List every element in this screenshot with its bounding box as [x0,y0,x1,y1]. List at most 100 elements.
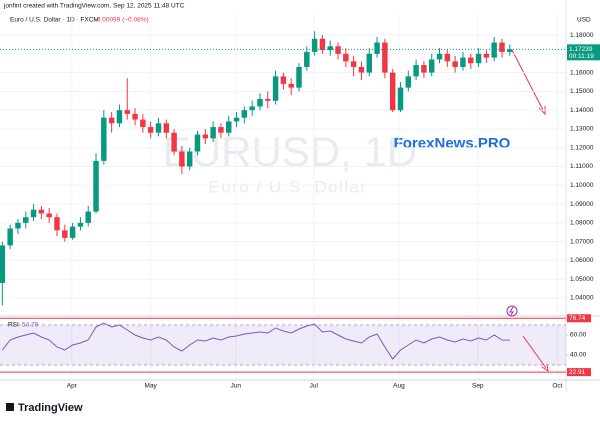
x-tick-label: Aug [393,383,405,390]
brand: ForexNews.PRO [394,135,511,152]
candle-body [358,66,365,73]
indicator-name: RSI [8,322,19,329]
y-tick-label: 1.11000 [570,163,593,170]
y-tick-label: 1.13000 [570,126,594,133]
candle-body [23,217,29,223]
indicator-value: 54.76 [22,322,39,329]
candle-body [460,57,466,67]
candle-body [428,59,435,73]
forecast-arrow [511,49,544,111]
candle-body [374,42,380,54]
credit: jonfint created with TradingView.com, Se… [3,3,185,10]
watermark-symbol: EURUSD, 1D [163,128,417,175]
candle-body [226,121,232,133]
candle-body [288,83,294,88]
candle-body [218,127,224,133]
candle-body [491,42,497,58]
candle-body [343,53,349,62]
y-tick-label: 1.12000 [570,144,594,151]
symbol-info: Euro / U.S. Dollar · 1D · FXCM [10,17,99,24]
candle-body [202,134,209,139]
watermark-name: Euro / U.S. Dollar [208,177,367,196]
candle-body [69,226,76,238]
candle-body [93,160,99,212]
currency-label: USD [577,17,591,24]
candle-body [304,51,310,67]
candle-body [265,98,271,101]
candle-body [468,57,474,64]
event-icon-bolt [509,306,514,316]
arrow-head [541,363,549,373]
candle-body [452,61,458,67]
candle-body [296,66,302,88]
y-tick-label: 40.00 [570,352,587,359]
candle-body [38,209,45,214]
y-tick-label: 1.18000 [570,32,594,39]
candle-body [421,65,427,73]
level-label: 76.74 [569,315,586,322]
candle-body [0,245,6,283]
candle-body [507,49,513,52]
candle-body [155,123,162,133]
candle-body [85,211,91,223]
last-price-box [567,44,600,61]
candle-body [444,53,451,62]
candle-body [483,53,490,58]
candle-body [233,117,240,122]
candle-body [171,132,177,152]
candle-body [311,38,318,52]
y-tick-label: 1.15000 [570,88,594,95]
candle-body [413,65,419,77]
y-tick-label: 1.07000 [570,238,594,245]
candle-body [62,230,68,238]
candle-body [319,38,326,51]
y-tick-label: 1.06000 [570,257,594,264]
candle-body [101,117,107,161]
candle-body [436,53,443,60]
event-icon[interactable] [506,305,518,317]
candle-body [280,76,287,84]
rsi-band [0,325,566,365]
candle-body [249,106,255,111]
candle-body [241,110,248,118]
candle-body [389,72,396,111]
level-box [567,368,591,377]
y-tick-label: 1.16000 [570,69,594,76]
candle-body [7,228,13,246]
candle-body [327,46,333,51]
candle-body [405,76,412,88]
footer-logo: TradingView [18,402,83,414]
candle-body [382,42,388,73]
x-tick-label: Jul [310,383,319,390]
candle-body [499,42,505,52]
candle-body [194,134,201,152]
candle-body [77,222,84,227]
candle-body [54,217,60,231]
x-tick-label: Oct [552,383,562,390]
candle-body [272,76,279,101]
candle-body [257,98,263,107]
candle-body [116,110,123,124]
y-tick-label: 1.04000 [570,295,594,302]
candle-body [210,127,216,139]
x-tick-label: May [145,383,158,390]
y-tick-label: 60.00 [570,332,587,339]
level-label: 22.91 [569,369,586,376]
candle-body [163,123,170,133]
y-tick-label: 1.05000 [570,276,594,283]
logo-mark [6,403,14,411]
candle-body [350,61,357,67]
countdown: 00:11:19 [569,53,594,60]
x-tick-label: Sep [472,383,484,390]
candle-body [335,46,341,54]
candle-body [140,119,146,128]
y-tick-label: 1.14000 [570,107,594,114]
x-tick-label: Jun [231,383,242,390]
candle-body [124,110,130,114]
candle-body [46,213,52,218]
rsi-arrow [522,335,547,369]
candle-body [15,222,21,229]
candle-body [366,53,372,73]
candle-body [30,209,37,218]
